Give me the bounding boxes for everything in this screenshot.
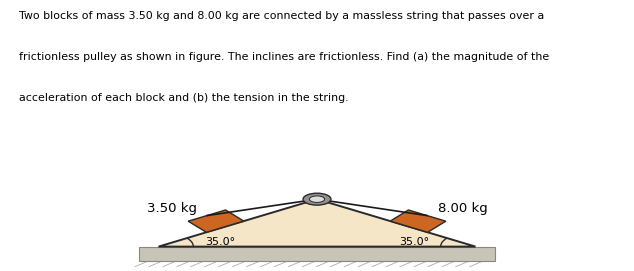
Text: Two blocks of mass 3.50 kg and 8.00 kg are connected by a massless string that p: Two blocks of mass 3.50 kg and 8.00 kg a… xyxy=(19,11,544,21)
Text: 3.50 kg: 3.50 kg xyxy=(146,202,197,215)
Circle shape xyxy=(309,196,325,202)
Bar xyxy=(139,247,495,261)
Text: acceleration of each block and (b) the tension in the string.: acceleration of each block and (b) the t… xyxy=(19,93,349,103)
Text: 35.0°: 35.0° xyxy=(205,237,235,247)
Polygon shape xyxy=(391,210,446,232)
Circle shape xyxy=(303,193,331,205)
Text: frictionless pulley as shown in figure. The inclines are frictionless. Find (a) : frictionless pulley as shown in figure. … xyxy=(19,52,549,62)
Text: 35.0°: 35.0° xyxy=(399,237,429,247)
Polygon shape xyxy=(158,199,476,247)
Text: 8.00 kg: 8.00 kg xyxy=(437,202,488,215)
Polygon shape xyxy=(188,210,243,232)
